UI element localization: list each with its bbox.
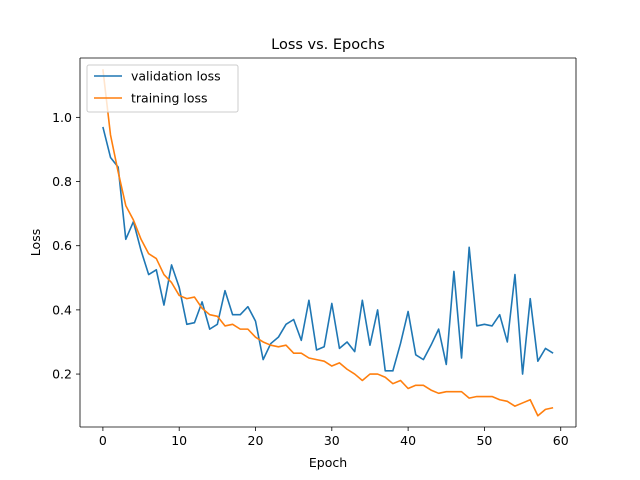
y-tick-label: 0.2: [52, 367, 72, 382]
y-axis-label: Loss: [28, 229, 43, 256]
y-tick-label: 0.8: [52, 174, 72, 189]
legend-label-validation-loss: validation loss: [131, 69, 221, 84]
x-tick-label: 50: [476, 433, 492, 448]
y-tick-label: 0.4: [52, 302, 72, 317]
y-tick-label: 1.0: [52, 110, 72, 125]
legend: validation loss training loss: [86, 64, 239, 113]
axes-background: [80, 58, 576, 427]
legend-label-training-loss: training loss: [131, 91, 208, 106]
series-line-training-loss: [102, 69, 554, 417]
legend-box: [86, 64, 239, 113]
x-tick-label: 0: [99, 433, 107, 448]
x-tick-label: 30: [324, 433, 340, 448]
plot-area: 0 10 20 30 40 50 60 0.2 0.4 0.6 0.8 1.0: [52, 57, 577, 448]
x-axis-label: Epoch: [309, 455, 347, 470]
y-axis-ticks: 0.2 0.4 0.6 0.8 1.0: [52, 110, 80, 382]
series-layer: [102, 69, 554, 417]
series-line-validation-loss: [102, 126, 554, 375]
x-axis-ticks: 0 10 20 30 40 50 60: [99, 427, 569, 448]
chart-title: Loss vs. Epochs: [271, 37, 385, 53]
x-tick-label: 40: [400, 433, 416, 448]
axes-frame: [79, 57, 577, 428]
y-tick-label: 0.6: [52, 238, 72, 253]
x-tick-label: 20: [248, 433, 264, 448]
x-tick-label: 10: [171, 433, 187, 448]
x-tick-label: 60: [553, 433, 569, 448]
